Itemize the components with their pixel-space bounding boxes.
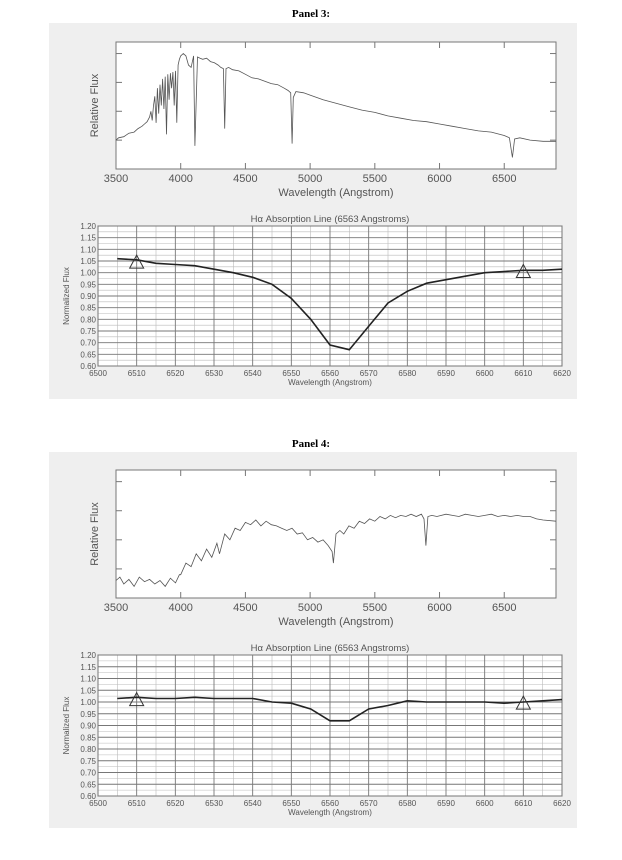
x-tick-label: 5000 bbox=[298, 173, 322, 185]
x-tick-label: 6620 bbox=[553, 799, 571, 808]
x-tick-label: 6560 bbox=[321, 799, 339, 808]
y-tick-label: 0.65 bbox=[80, 780, 96, 789]
y-tick-label: 0.95 bbox=[80, 710, 96, 719]
continuum-marker bbox=[128, 691, 145, 707]
x-tick-label: 6550 bbox=[282, 799, 300, 808]
x-tick-label: 6000 bbox=[427, 173, 451, 185]
y-tick-label: 0.60 bbox=[80, 792, 96, 801]
x-tick-label: 3500 bbox=[104, 173, 128, 185]
x-tick-label: 6520 bbox=[166, 369, 184, 378]
spectrum-line bbox=[115, 52, 556, 158]
y-tick-label: 1.20 bbox=[80, 222, 96, 231]
x-tick-label: 6540 bbox=[244, 799, 262, 808]
y-tick-label: 0.60 bbox=[80, 362, 96, 371]
flux-line bbox=[117, 696, 563, 722]
x-tick-label: 6580 bbox=[398, 799, 416, 808]
x-tick-label: 5500 bbox=[363, 173, 387, 185]
y-tick-label: 0.85 bbox=[80, 304, 96, 313]
x-axis-label: Wavelength (Angstrom) bbox=[278, 616, 393, 628]
y-tick-label: 0.90 bbox=[80, 722, 96, 731]
x-tick-label: 6600 bbox=[476, 799, 494, 808]
x-tick-label: 6600 bbox=[476, 369, 494, 378]
x-tick-label: 6000 bbox=[427, 602, 451, 614]
x-tick-label: 6500 bbox=[89, 799, 107, 808]
x-tick-label: 4000 bbox=[168, 602, 192, 614]
x-tick-label: 6610 bbox=[514, 369, 532, 378]
x-tick-label: 3500 bbox=[104, 602, 128, 614]
y-tick-label: 1.00 bbox=[80, 698, 96, 707]
panel-title: Panel 4: bbox=[291, 438, 331, 450]
continuum-marker bbox=[515, 695, 532, 710]
x-tick-label: 6610 bbox=[514, 799, 532, 808]
y-axis-label: Normalized Flux bbox=[62, 267, 71, 325]
y-tick-label: 1.15 bbox=[80, 663, 96, 672]
x-tick-label: 4000 bbox=[168, 173, 192, 185]
x-tick-label: 6580 bbox=[398, 369, 416, 378]
y-tick-label: 1.05 bbox=[80, 686, 96, 695]
y-tick-label: 0.70 bbox=[80, 769, 96, 778]
x-tick-label: 6530 bbox=[205, 799, 223, 808]
x-tick-label: 6590 bbox=[437, 799, 455, 808]
chart-title: Hα Absorption Line (6563 Angstroms) bbox=[251, 643, 410, 654]
chart-title: Hα Absorption Line (6563 Angstroms) bbox=[251, 214, 410, 225]
y-tick-label: 0.85 bbox=[80, 733, 96, 742]
x-tick-label: 4500 bbox=[233, 602, 257, 614]
x-tick-label: 6500 bbox=[89, 369, 107, 378]
x-tick-label: 6590 bbox=[437, 369, 455, 378]
y-tick-label: 0.90 bbox=[80, 292, 96, 301]
x-tick-label: 6570 bbox=[360, 799, 378, 808]
y-tick-label: 0.95 bbox=[80, 280, 96, 289]
y-tick-label: 0.70 bbox=[80, 339, 96, 348]
plot-frame bbox=[115, 41, 557, 170]
x-tick-label: 4500 bbox=[233, 173, 257, 185]
x-tick-label: 5000 bbox=[298, 602, 322, 614]
y-axis-label: Relative Flux bbox=[89, 502, 101, 566]
x-tick-label: 6530 bbox=[205, 369, 223, 378]
continuum-marker bbox=[128, 254, 145, 269]
x-tick-label: 6540 bbox=[244, 369, 262, 378]
x-axis-label: Wavelength (Angstrom) bbox=[278, 187, 393, 199]
x-tick-label: 6520 bbox=[166, 799, 184, 808]
y-tick-label: 0.65 bbox=[80, 350, 96, 359]
y-tick-label: 0.75 bbox=[80, 327, 96, 336]
y-tick-label: 0.80 bbox=[80, 745, 96, 754]
y-tick-label: 0.75 bbox=[80, 757, 96, 766]
x-axis-label: Wavelength (Angstrom) bbox=[288, 378, 372, 387]
x-tick-label: 6500 bbox=[492, 602, 516, 614]
y-tick-label: 1.05 bbox=[80, 257, 96, 266]
y-tick-label: 1.20 bbox=[80, 651, 96, 660]
x-tick-label: 6500 bbox=[492, 173, 516, 185]
y-tick-label: 1.15 bbox=[80, 234, 96, 243]
spectrum-line bbox=[115, 513, 557, 588]
flux-line bbox=[117, 257, 563, 351]
x-tick-label: 6510 bbox=[128, 369, 146, 378]
x-tick-label: 5500 bbox=[363, 602, 387, 614]
x-axis-label: Wavelength (Angstrom) bbox=[288, 808, 372, 817]
y-tick-label: 1.10 bbox=[80, 675, 96, 684]
x-tick-label: 6510 bbox=[128, 799, 146, 808]
x-tick-label: 6550 bbox=[282, 369, 300, 378]
y-tick-label: 0.80 bbox=[80, 315, 96, 324]
x-tick-label: 6560 bbox=[321, 369, 339, 378]
y-axis-label: Relative Flux bbox=[89, 73, 101, 137]
y-tick-label: 1.00 bbox=[80, 269, 96, 278]
x-tick-label: 6620 bbox=[553, 369, 571, 378]
panel-title: Panel 3: bbox=[291, 8, 331, 20]
y-axis-label: Normalized Flux bbox=[62, 697, 71, 755]
x-tick-label: 6570 bbox=[360, 369, 378, 378]
y-tick-label: 1.10 bbox=[80, 245, 96, 254]
continuum-marker bbox=[515, 263, 532, 278]
